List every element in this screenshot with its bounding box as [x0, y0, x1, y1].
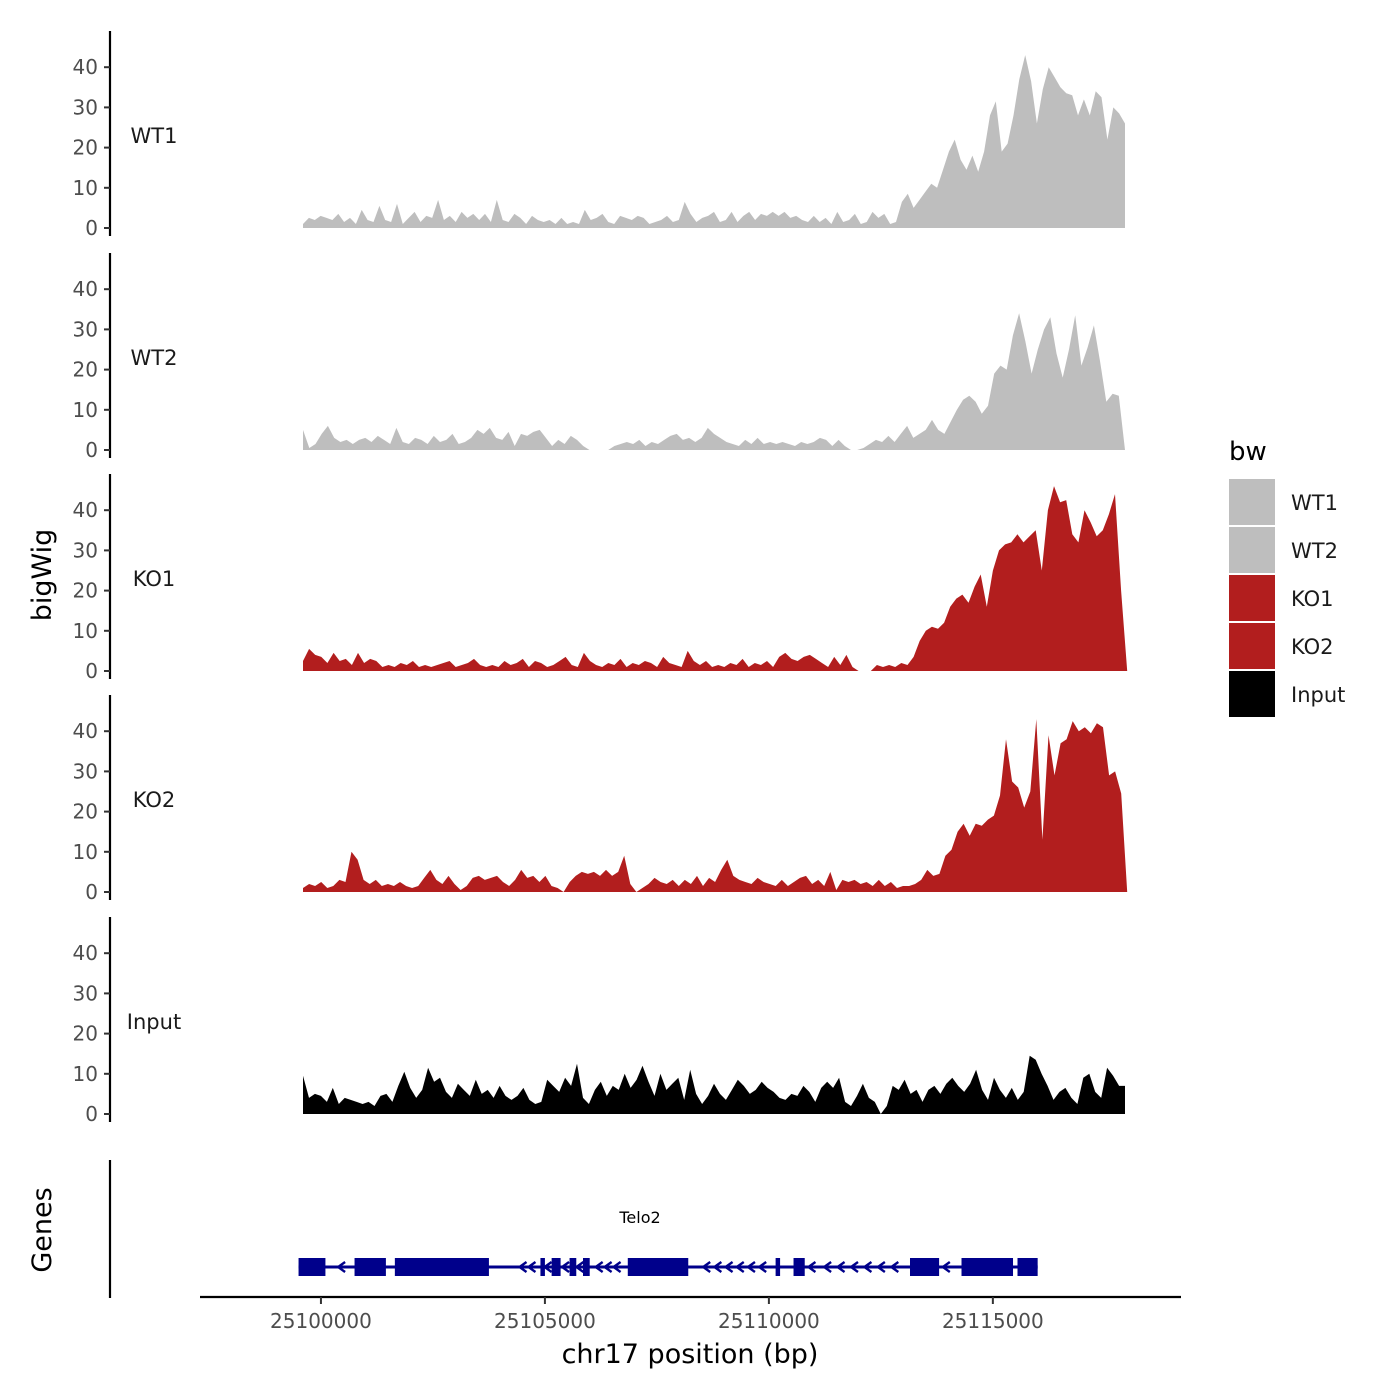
- x-axis: 25100000 25105000 25110000 25115000: [200, 1295, 1181, 1333]
- y-axis-title: bigWig: [27, 529, 58, 622]
- track-label-ko1: KO1: [133, 567, 176, 591]
- y-tick-label-wt2-30: 30: [73, 317, 98, 341]
- track-label-wt1: WT1: [131, 124, 178, 148]
- legend-key-wt1: [1229, 479, 1275, 525]
- area-wt1: [303, 55, 1125, 228]
- x-tick-label-25115000: 25115000: [942, 1309, 1044, 1333]
- exon-4: [540, 1258, 545, 1276]
- strand-arrow-5: [574, 1261, 585, 1273]
- legend-key-ko2: [1229, 623, 1275, 669]
- y-tick-label-wt1-20: 20: [73, 136, 98, 160]
- gene-track: Telo2: [108, 1160, 1038, 1298]
- track-panel-input: 0 10 20 30 40 Input: [73, 917, 1125, 1126]
- track-panel-ko1: 0 10 20 30 40 KO1: [73, 474, 1128, 683]
- strand-arrow-2: [526, 1261, 537, 1273]
- y-tick-label-wt1-0: 0: [85, 216, 98, 240]
- strand-arrow-0: [336, 1261, 346, 1273]
- legend-label-ko2: KO2: [1291, 635, 1334, 659]
- legend-label-wt1: WT1: [1291, 491, 1338, 515]
- strand-arrow-17: [835, 1261, 846, 1273]
- area-wt2: [303, 313, 1125, 450]
- strand-arrow-19: [862, 1261, 873, 1273]
- exon-7: [582, 1258, 590, 1276]
- gene-name-label: Telo2: [618, 1208, 660, 1227]
- strand-arrow-1: [517, 1261, 528, 1273]
- strand-arrow-20: [875, 1261, 886, 1273]
- y-tick-label-input-40: 40: [73, 941, 98, 965]
- y-tick-label-wt1-10: 10: [73, 176, 98, 200]
- y-tick-label-ko1-30: 30: [73, 538, 98, 562]
- track-panel-ko2: 0 10 20 30 40 KO2: [73, 695, 1128, 904]
- strand-arrow-15: [806, 1261, 817, 1273]
- y-tick-label-ko1-40: 40: [73, 498, 98, 522]
- exon-6: [569, 1258, 577, 1276]
- x-tick-label-25100000: 25100000: [270, 1309, 372, 1333]
- strand-arrow-21: [889, 1261, 900, 1273]
- exon-10: [793, 1258, 805, 1276]
- y-tick-label-ko2-40: 40: [73, 719, 98, 743]
- legend: bw WT1 WT2 KO1 KO2 Input: [1229, 437, 1345, 717]
- strand-arrow-12: [734, 1261, 745, 1273]
- strand-arrow-16: [822, 1261, 832, 1273]
- strand-arrow-14: [757, 1261, 767, 1273]
- legend-label-input: Input: [1291, 683, 1345, 707]
- y-tick-label-ko2-0: 0: [85, 880, 98, 904]
- area-ko2: [303, 719, 1128, 892]
- y-tick-label-ko1-0: 0: [85, 659, 98, 683]
- y-tick-label-wt2-0: 0: [85, 438, 98, 462]
- y-tick-label-ko2-20: 20: [73, 800, 98, 824]
- y-tick-label-wt1-30: 30: [73, 95, 98, 119]
- x-tick-label-25110000: 25110000: [718, 1309, 820, 1333]
- y-tick-label-input-30: 30: [73, 981, 98, 1005]
- legend-key-ko1: [1229, 575, 1275, 621]
- area-ko1: [303, 486, 1128, 671]
- y-tick-label-ko1-20: 20: [73, 579, 98, 603]
- legend-label-ko1: KO1: [1291, 587, 1334, 611]
- legend-key-input: [1229, 671, 1275, 717]
- track-label-wt2: WT2: [131, 346, 178, 370]
- y-tick-label-input-20: 20: [73, 1022, 98, 1046]
- y-tick-label-wt2-40: 40: [73, 277, 98, 301]
- area-input: [303, 1055, 1125, 1114]
- strand-arrow-7: [602, 1261, 613, 1273]
- y-tick-label-wt2-10: 10: [73, 398, 98, 422]
- exon-9: [775, 1258, 781, 1276]
- strand-arrow-11: [723, 1261, 734, 1273]
- strand-arrow-10: [712, 1261, 723, 1273]
- strand-arrow-6: [593, 1261, 604, 1273]
- track-panel-wt2: 0 10 20 30 40 WT2: [73, 253, 1125, 462]
- exon-2: [354, 1258, 386, 1276]
- legend-label-wt2: WT2: [1291, 539, 1338, 563]
- gene-track-title: Genes: [27, 1187, 58, 1272]
- y-tick-label-input-0: 0: [85, 1102, 98, 1126]
- strand-arrow-9: [701, 1261, 711, 1273]
- exon-13: [1017, 1258, 1038, 1276]
- y-tick-label-ko2-30: 30: [73, 759, 98, 783]
- track-label-ko2: KO2: [133, 788, 176, 812]
- strand-arrow-4: [560, 1261, 570, 1273]
- y-tick-label-wt2-20: 20: [73, 358, 98, 382]
- signal-tracks: 0 10 20 30 40 WT1 0 10 20 30 40 WT2 0 10 20 30 40 KO1 0 10 2…: [73, 31, 1128, 1126]
- track-label-input: Input: [127, 1010, 181, 1034]
- x-tick-label-25105000: 25105000: [494, 1309, 596, 1333]
- exon-12: [961, 1258, 1014, 1276]
- exon-1: [298, 1258, 326, 1276]
- legend-key-wt2: [1229, 527, 1275, 573]
- y-tick-label-ko1-10: 10: [73, 619, 98, 643]
- strand-arrow-18: [848, 1261, 859, 1273]
- track-panel-wt1: 0 10 20 30 40 WT1: [73, 31, 1125, 240]
- strand-arrow-22: [940, 1261, 951, 1273]
- exon-8: [627, 1258, 689, 1276]
- x-axis-title: chr17 position (bp): [562, 1339, 819, 1370]
- strand-arrow-8: [611, 1261, 622, 1273]
- strand-arrow-13: [745, 1261, 756, 1273]
- exon-3: [394, 1258, 489, 1276]
- y-tick-label-ko2-10: 10: [73, 840, 98, 864]
- y-tick-label-input-10: 10: [73, 1062, 98, 1086]
- legend-title: bw: [1229, 437, 1267, 467]
- y-tick-label-wt1-40: 40: [73, 55, 98, 79]
- exon-5: [551, 1258, 561, 1276]
- exon-11: [909, 1258, 940, 1276]
